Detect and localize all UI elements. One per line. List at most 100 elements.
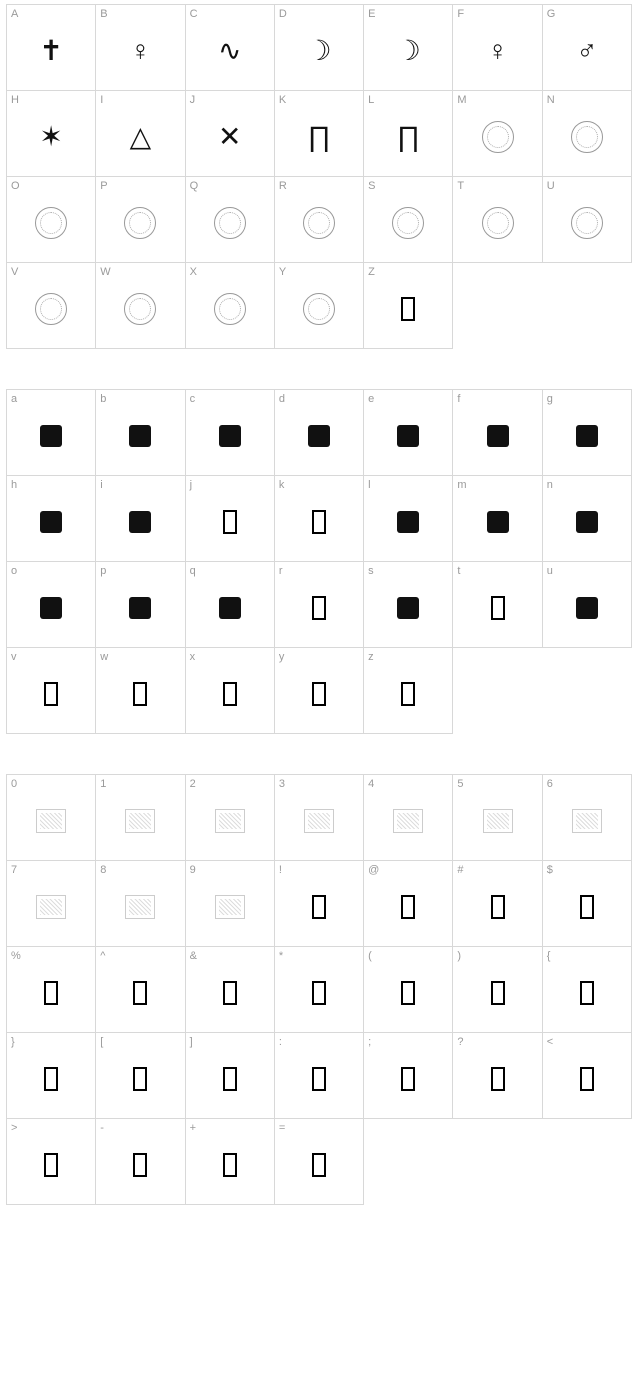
char-cell[interactable]: ) [453,947,542,1033]
char-cell[interactable]: W [96,263,185,349]
char-cell[interactable]: c [186,390,275,476]
char-cell[interactable]: x [186,648,275,734]
char-cell[interactable]: i [96,476,185,562]
char-cell[interactable]: ] [186,1033,275,1119]
char-cell[interactable]: r [275,562,364,648]
cell-label: B [100,8,107,20]
char-cell[interactable]: j [186,476,275,562]
char-cell[interactable]: V [7,263,96,349]
cell-label: 7 [11,864,17,876]
char-cell[interactable]: O [7,177,96,263]
char-cell[interactable]: h [7,476,96,562]
char-cell[interactable]: > [7,1119,96,1205]
char-cell[interactable]: p [96,562,185,648]
char-cell[interactable]: 5 [453,775,542,861]
char-cell[interactable]: s [364,562,453,648]
cell-label: : [279,1036,282,1048]
char-cell[interactable]: ( [364,947,453,1033]
char-cell[interactable]: d [275,390,364,476]
char-cell[interactable]: 4 [364,775,453,861]
char-cell[interactable]: Z [364,263,453,349]
cell-label: 9 [190,864,196,876]
char-cell[interactable]: t [453,562,542,648]
dropcap-icon [576,597,598,619]
char-cell[interactable]: A✝ [7,5,96,91]
char-cell[interactable]: + [186,1119,275,1205]
dropcap-icon [129,511,151,533]
char-cell[interactable]: b [96,390,185,476]
char-cell[interactable]: = [275,1119,364,1205]
char-cell[interactable]: v [7,648,96,734]
char-cell[interactable]: k [275,476,364,562]
char-cell[interactable]: P [96,177,185,263]
char-cell[interactable]: K∏ [275,91,364,177]
char-cell[interactable]: @ [364,861,453,947]
char-cell[interactable]: m [453,476,542,562]
char-cell[interactable]: ! [275,861,364,947]
char-cell[interactable]: } [7,1033,96,1119]
char-cell[interactable]: a [7,390,96,476]
char-cell[interactable]: U [543,177,632,263]
char-cell[interactable]: B♀ [96,5,185,91]
char-cell[interactable]: n [543,476,632,562]
char-cell[interactable]: # [453,861,542,947]
char-cell[interactable]: [ [96,1033,185,1119]
char-cell[interactable]: X [186,263,275,349]
char-cell[interactable]: : [275,1033,364,1119]
char-cell[interactable]: F♀ [453,5,542,91]
char-cell[interactable]: M [453,91,542,177]
char-cell[interactable]: G♂ [543,5,632,91]
char-cell[interactable]: 3 [275,775,364,861]
char-cell[interactable]: E☽ [364,5,453,91]
char-cell[interactable]: S [364,177,453,263]
char-cell[interactable]: % [7,947,96,1033]
cell-label: E [368,8,375,20]
char-cell[interactable]: I△ [96,91,185,177]
char-cell[interactable]: L∏ [364,91,453,177]
char-cell[interactable]: R [275,177,364,263]
char-cell[interactable]: 7 [7,861,96,947]
char-cell[interactable]: o [7,562,96,648]
char-cell[interactable]: Y [275,263,364,349]
seal-icon [214,293,246,325]
char-cell[interactable]: ; [364,1033,453,1119]
char-cell[interactable]: J✕ [186,91,275,177]
char-cell[interactable]: g [543,390,632,476]
char-cell[interactable]: * [275,947,364,1033]
char-cell[interactable]: D☽ [275,5,364,91]
char-cell[interactable]: z [364,648,453,734]
char-cell[interactable]: w [96,648,185,734]
char-cell[interactable]: T [453,177,542,263]
char-cell[interactable]: 6 [543,775,632,861]
char-cell[interactable]: 0 [7,775,96,861]
char-cell[interactable]: ^ [96,947,185,1033]
char-cell[interactable]: $ [543,861,632,947]
char-cell[interactable]: y [275,648,364,734]
char-cell[interactable]: N [543,91,632,177]
char-cell[interactable]: - [96,1119,185,1205]
char-cell[interactable]: 8 [96,861,185,947]
char-cell[interactable]: C∿ [186,5,275,91]
char-cell[interactable]: { [543,947,632,1033]
char-cell[interactable]: 1 [96,775,185,861]
char-cell[interactable]: < [543,1033,632,1119]
cell-label: q [190,565,196,577]
char-cell[interactable]: Q [186,177,275,263]
char-cell[interactable]: f [453,390,542,476]
char-cell[interactable]: l [364,476,453,562]
empty-glyph-icon [133,1153,147,1177]
char-cell[interactable]: ? [453,1033,542,1119]
char-cell[interactable]: e [364,390,453,476]
char-cell[interactable]: H✶ [7,91,96,177]
char-cell[interactable]: u [543,562,632,648]
cell-label: F [457,8,464,20]
char-cell[interactable]: & [186,947,275,1033]
cell-label: y [279,651,285,663]
char-cell[interactable]: 9 [186,861,275,947]
char-cell[interactable]: q [186,562,275,648]
cell-label: n [547,479,553,491]
cell-label: @ [368,864,379,876]
char-cell[interactable]: 2 [186,775,275,861]
dropcap-icon [397,511,419,533]
cell-label: M [457,94,466,106]
